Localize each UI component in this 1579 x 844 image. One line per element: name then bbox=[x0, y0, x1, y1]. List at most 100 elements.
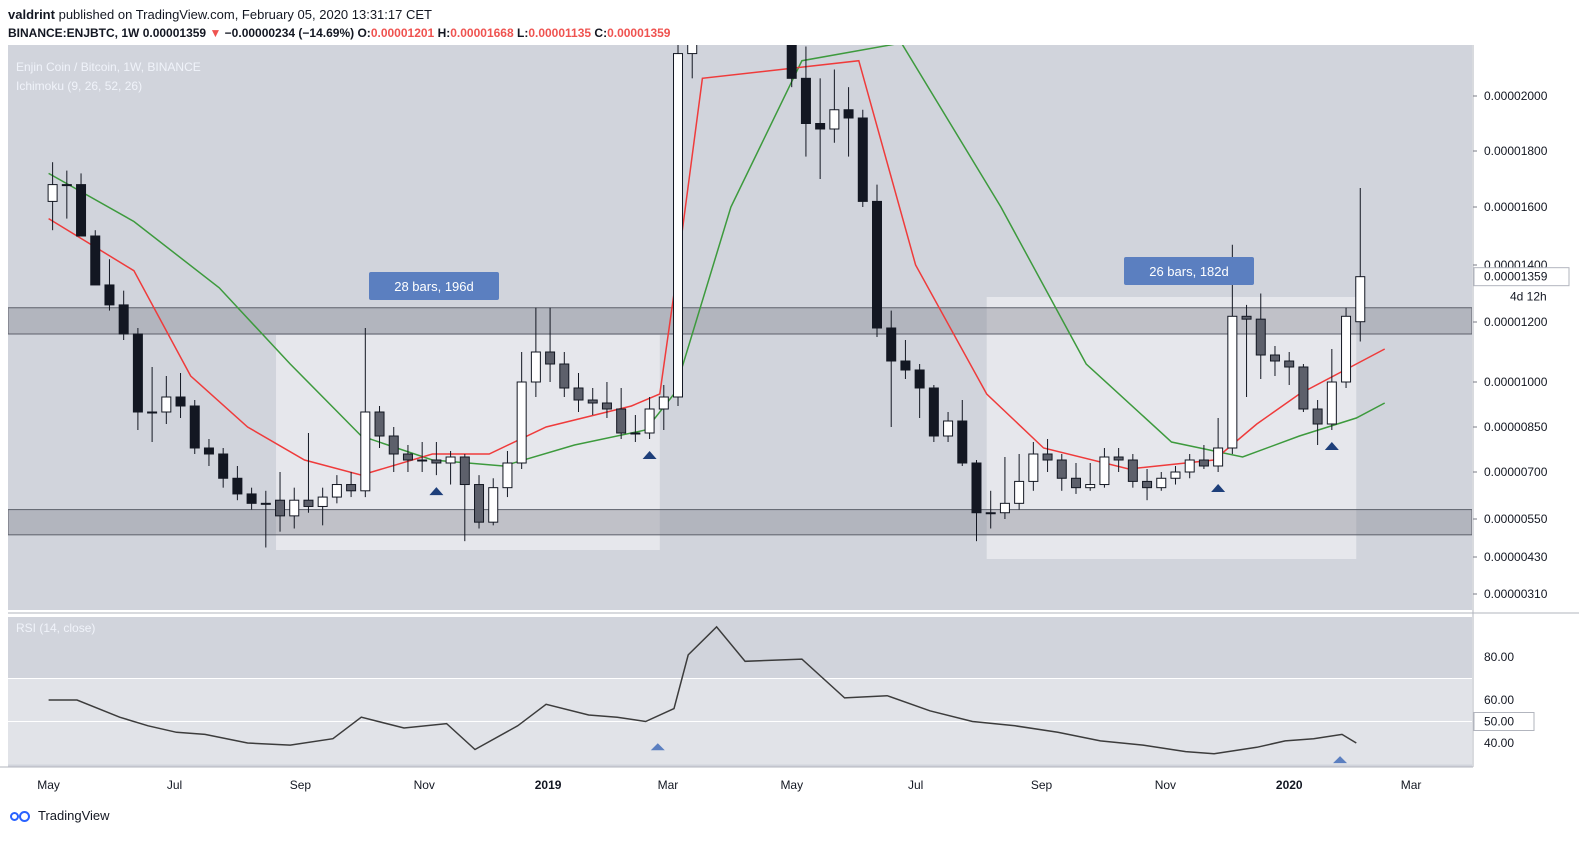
support-triangle-icon bbox=[642, 451, 657, 459]
candle-body bbox=[346, 484, 357, 492]
candle-body bbox=[474, 484, 485, 523]
candle-body bbox=[971, 462, 982, 514]
range-label-box bbox=[369, 272, 499, 300]
candle-body bbox=[673, 53, 684, 398]
candle-body bbox=[218, 453, 229, 479]
candle-body bbox=[1312, 408, 1323, 425]
close-label: C: bbox=[594, 26, 608, 40]
publish-info: valdrint published on TradingView.com, F… bbox=[8, 7, 432, 22]
symbol: BINANCE:ENJBTC, 1W bbox=[8, 26, 140, 40]
candle-body bbox=[545, 351, 556, 365]
high-label: H: bbox=[437, 26, 451, 40]
chart-title: Enjin Coin / Bitcoin, 1W, BINANCE bbox=[16, 60, 201, 74]
candle-body bbox=[303, 499, 314, 507]
time-axis-label: 2019 bbox=[535, 778, 562, 792]
rsi-current-label-box bbox=[1473, 712, 1535, 731]
price-axis-label: 0.00000850 bbox=[1484, 420, 1548, 434]
base-line bbox=[48, 45, 1386, 467]
high-value: 0.00001668 bbox=[450, 26, 514, 40]
candle-body bbox=[1298, 366, 1309, 410]
candle-body bbox=[331, 484, 342, 498]
rsi-pane-background bbox=[8, 617, 1472, 767]
candle-body bbox=[1085, 484, 1096, 489]
candle-body bbox=[1355, 276, 1366, 323]
candle-body bbox=[559, 363, 570, 389]
candle-body bbox=[1213, 447, 1224, 467]
candle-body bbox=[260, 502, 271, 505]
range-label: 26 bars, 182d bbox=[1149, 264, 1229, 279]
candle-body bbox=[1028, 453, 1039, 482]
time-axis-label: Mar bbox=[658, 778, 679, 792]
candle-body bbox=[459, 456, 470, 486]
footer-brand: TradingView bbox=[38, 808, 110, 823]
candle-body bbox=[957, 420, 968, 464]
candle-body bbox=[886, 327, 897, 362]
candle-body bbox=[317, 496, 328, 507]
candle-body bbox=[1284, 360, 1295, 368]
candle-body bbox=[1127, 459, 1138, 482]
candle-body bbox=[104, 284, 115, 306]
price-axis-label: 0.00001000 bbox=[1484, 375, 1548, 389]
footer: TradingView bbox=[10, 808, 110, 823]
price-axis-label: 0.00000550 bbox=[1484, 512, 1548, 526]
rsi-plot bbox=[8, 625, 1472, 765]
candle-body bbox=[516, 381, 527, 464]
candle-body bbox=[601, 402, 612, 410]
candle-body bbox=[360, 411, 371, 492]
last-price: 0.00001359 bbox=[142, 26, 207, 40]
candle-body bbox=[573, 387, 584, 401]
time-axis-label: 2020 bbox=[1276, 778, 1303, 792]
candle-body bbox=[1113, 456, 1124, 461]
author: valdrint bbox=[8, 7, 55, 22]
time-axis-label: Jul bbox=[167, 778, 182, 792]
candle-body bbox=[815, 123, 826, 130]
candle-body bbox=[374, 411, 385, 437]
candle-body bbox=[928, 387, 939, 437]
rsi-axis-label: 40.00 bbox=[1484, 736, 1514, 750]
rsi-title: RSI (14, close) bbox=[16, 621, 95, 635]
candle-body bbox=[1056, 459, 1067, 479]
candle-body bbox=[985, 512, 996, 515]
candle-body bbox=[402, 453, 413, 461]
down-arrow-icon: ▼ bbox=[209, 26, 222, 40]
countdown-label: 4d 12h bbox=[1510, 290, 1547, 304]
candle-body bbox=[1184, 459, 1195, 473]
candle-body bbox=[76, 184, 87, 237]
candle-body bbox=[630, 432, 641, 435]
candle-body bbox=[1170, 471, 1181, 479]
candle-body bbox=[1099, 456, 1110, 486]
date-range-box bbox=[276, 335, 660, 550]
candle-body bbox=[687, 45, 698, 55]
ohlc-legend: BINANCE:ENJBTC, 1W 0.00001359 ▼ −0.00000… bbox=[8, 26, 670, 40]
candle-body bbox=[1156, 477, 1167, 489]
candle-body bbox=[203, 447, 214, 455]
chart-canvas[interactable]: 28 bars, 196d 26 bars, 182d Enjin Coin / B… bbox=[0, 45, 1579, 800]
price-axis-label: 0.00001800 bbox=[1484, 144, 1548, 158]
price-axis-label: 0.00001600 bbox=[1484, 200, 1548, 214]
candle-body bbox=[900, 360, 911, 371]
candle-body bbox=[1142, 480, 1153, 489]
low-value: 0.00001135 bbox=[528, 26, 592, 40]
support-triangle-icon bbox=[1324, 442, 1339, 450]
candle-body bbox=[1227, 315, 1238, 449]
candle-body bbox=[914, 369, 925, 389]
candle-body bbox=[417, 459, 428, 462]
rsi-axis-label: 80.00 bbox=[1484, 650, 1514, 664]
candle-body bbox=[232, 477, 243, 495]
candle-body bbox=[1014, 480, 1025, 504]
indicator-title: Ichimoku (9, 26, 52, 26) bbox=[16, 79, 142, 93]
candle-body bbox=[488, 487, 499, 523]
time-axis-label: Jul bbox=[908, 778, 923, 792]
resistance-zone bbox=[8, 307, 1472, 335]
candle-body bbox=[246, 493, 257, 504]
support-triangle-icon bbox=[429, 487, 444, 496]
candle-body bbox=[587, 399, 598, 404]
time-axis-label: Nov bbox=[414, 778, 435, 792]
open-value: 0.00001201 bbox=[370, 26, 435, 40]
candle-body bbox=[658, 396, 669, 410]
price-plot bbox=[8, 45, 1472, 559]
candle-body bbox=[1326, 381, 1337, 425]
candle-body bbox=[289, 499, 300, 517]
time-axis-label: May bbox=[780, 778, 803, 792]
candle-body bbox=[1341, 315, 1352, 383]
